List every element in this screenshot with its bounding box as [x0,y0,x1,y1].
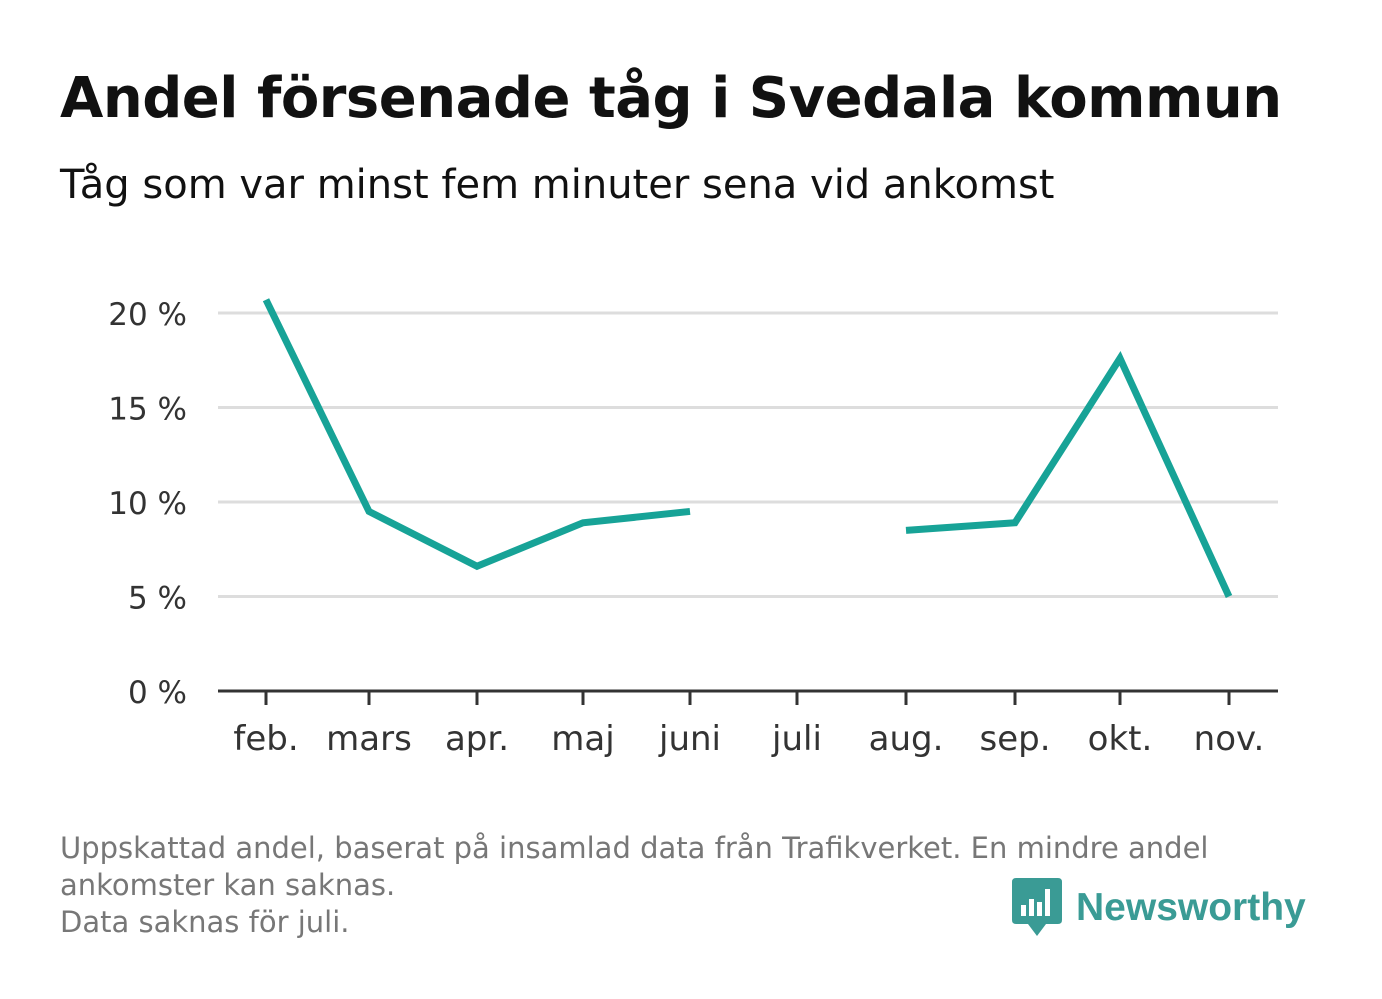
x-axis [218,689,1278,705]
x-tick-label: feb. [233,719,298,759]
x-tick-label: okt. [1088,719,1153,759]
y-tick-label: 20 % [108,297,187,333]
x-tick-label: mars [326,719,412,759]
footnote-line-1: Uppskattad andel, baserat på insamlad da… [60,831,1209,865]
y-tick-label: 0 % [128,675,187,711]
y-tick-labels: 0 % 5 % 10 % 15 % 20 % [108,297,187,711]
chart-title: Andel försenade tåg i Svedala kommun [60,66,1282,131]
x-tick-label: nov. [1194,719,1265,759]
x-tick-label: apr. [445,719,509,759]
footnote-line-3: Data saknas för juli. [60,905,350,939]
newsworthy-logo-icon [1012,878,1062,936]
data-point [263,296,270,303]
y-tick-label: 5 % [128,581,187,617]
data-point [366,508,373,515]
x-tick-labels: feb. mars apr. maj juni juli aug. sep. okt. nov. [233,719,1264,759]
data-point [903,527,910,534]
series-line-segment [262,298,691,571]
x-tick-label: aug. [869,719,944,759]
data-point [687,508,694,515]
x-tick-label: juli [771,719,822,759]
data-point [580,519,587,526]
x-tick-label: sep. [979,719,1050,759]
y-tick-label: 15 % [108,392,187,428]
footnote-line-2: ankomster kan saknas. [60,868,396,902]
data-point [1226,593,1233,600]
chart-subtitle: Tåg som var minst fem minuter sena vid a… [60,162,1055,208]
series-lines [262,296,1233,600]
brand[interactable]: Newsworthy [1012,878,1306,938]
data-point [1117,355,1124,362]
series-line-segment [905,351,1233,598]
footnote: Uppskattad andel, baserat på insamlad da… [60,830,1350,941]
grid-lines [218,311,1278,598]
x-tick-label: juni [658,719,721,759]
brand-name: Newsworthy [1076,886,1306,929]
y-tick-label: 10 % [108,486,187,522]
data-point [1012,519,1019,526]
x-tick-label: maj [551,719,614,759]
data-point [474,563,481,570]
